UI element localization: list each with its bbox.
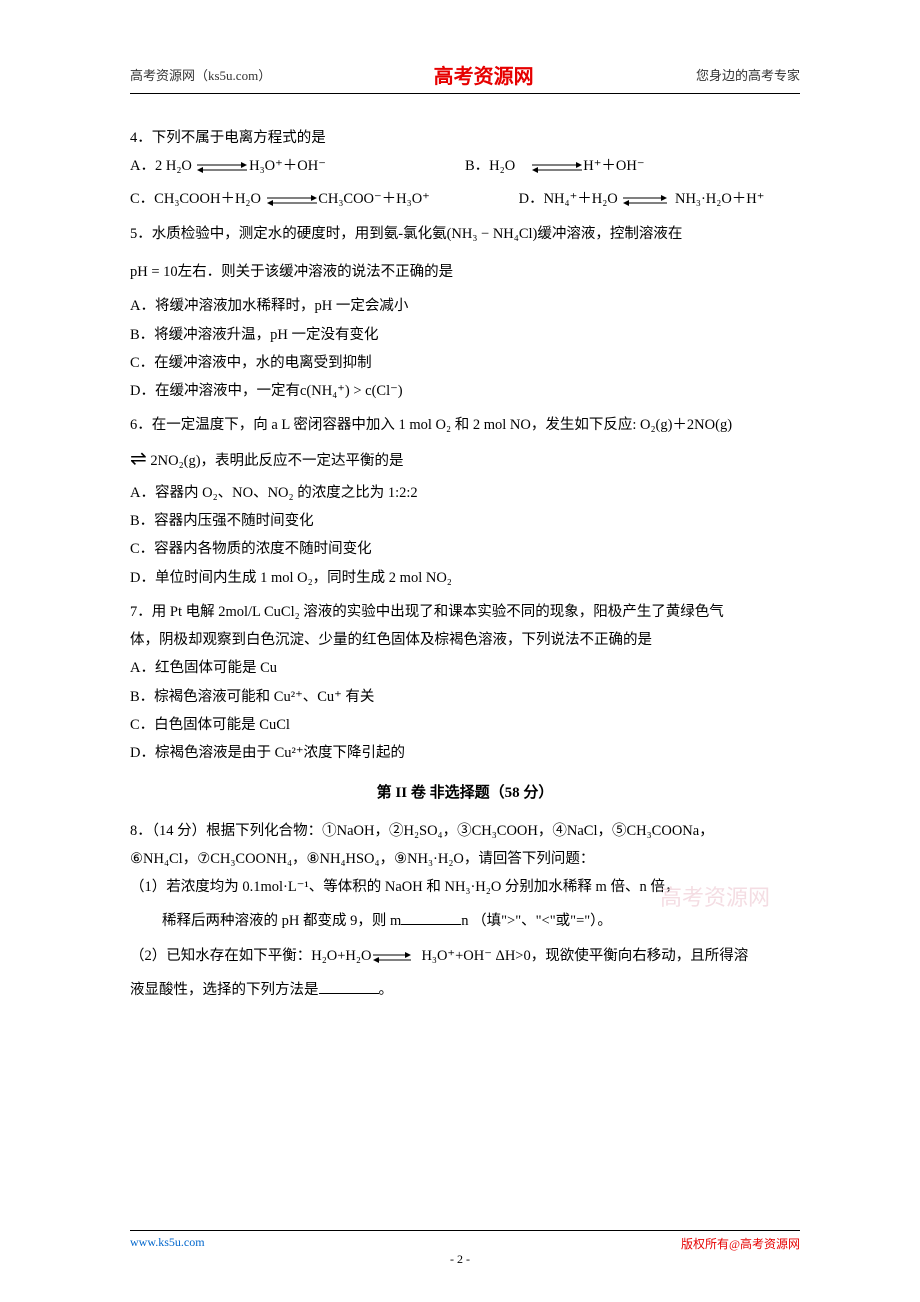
q4-stem: 4．下列不属于电离方程式的是 xyxy=(130,124,800,152)
q6-option-b: B．容器内压强不随时间变化 xyxy=(130,507,800,535)
blank-fill xyxy=(401,911,461,925)
footer-copyright: 版权所有@高考资源网 xyxy=(681,1235,800,1252)
q6-option-c: C．容器内各物质的浓度不随时间变化 xyxy=(130,535,800,563)
page-footer: www.ks5u.com 版权所有@高考资源网 xyxy=(130,1230,800,1252)
q4-option-c: C．CH₃COOH＋H₂O CH₃COO⁻＋H₃O⁺ xyxy=(130,185,519,214)
equilibrium-arrow-icon xyxy=(195,153,245,181)
question-6: 6．在一定温度下，向 a L 密闭容器中加入 1 mol O₂ 和 2 mol … xyxy=(130,411,800,591)
q4-option-d: D．NH₄⁺＋H₂O NH₃·H₂O＋H⁺ xyxy=(519,185,800,214)
q5-option-b: B．将缓冲溶液升温，pH 一定没有变化 xyxy=(130,321,800,349)
watermark: 高考资源网 xyxy=(660,880,770,912)
q5-stem-line2: pH = 10左右．则关于该缓冲溶液的说法不正确的是 xyxy=(130,258,800,286)
header-left: 高考资源网（ks5u.com） xyxy=(130,65,271,84)
q4-option-a: A．2 H₂O H₃O⁺＋OH⁻ xyxy=(130,152,465,181)
q6-stem-line1: 6．在一定温度下，向 a L 密闭容器中加入 1 mol O₂ 和 2 mol … xyxy=(130,411,800,439)
equilibrium-arrow-icon xyxy=(530,153,580,181)
q6-option-d: D．单位时间内生成 1 mol O₂，同时生成 2 mol NO₂ xyxy=(130,564,800,592)
q7-option-b: B．棕褐色溶液可能和 Cu²⁺、Cu⁺ 有关 xyxy=(130,683,800,711)
q6-stem-line2: ⇌ 2NO₂(g)，表明此反应不一定达平衡的是 xyxy=(130,440,800,479)
equilibrium-arrow-icon xyxy=(371,942,421,970)
section-2-title: 第 II 卷 非选择题（58 分） xyxy=(130,779,800,808)
content-body: 4．下列不属于电离方程式的是 A．2 H₂O H₃O⁺＋OH⁻ B．H₂O H⁺… xyxy=(130,124,800,1005)
header-center: 高考资源网 xyxy=(434,60,534,89)
question-4: 4．下列不属于电离方程式的是 A．2 H₂O H₃O⁺＋OH⁻ B．H₂O H⁺… xyxy=(130,124,800,214)
blank-fill xyxy=(319,980,379,994)
question-5: 5．水质检验中，测定水的硬度时，用到氨-氯化氨(NH₃ − NH₄Cl)缓冲溶液… xyxy=(130,220,800,406)
q4-option-b: B．H₂O H⁺＋OH⁻ xyxy=(465,152,800,181)
q7-option-a: A．红色固体可能是 Cu xyxy=(130,654,800,682)
q7-option-c: C．白色固体可能是 CuCl xyxy=(130,711,800,739)
question-7: 7．用 Pt 电解 2mol/L CuCl₂ 溶液的实验中出现了和课本实验不同的… xyxy=(130,598,800,768)
q5-option-a: A．将缓冲溶液加水稀释时，pH 一定会减小 xyxy=(130,292,800,320)
header-right: 您身边的高考专家 xyxy=(696,65,800,84)
q5-option-c: C．在缓冲溶液中，水的电离受到抑制 xyxy=(130,349,800,377)
page-header: 高考资源网（ks5u.com） 高考资源网 您身边的高考专家 xyxy=(130,60,800,94)
q5-stem-line1: 5．水质检验中，测定水的硬度时，用到氨-氯化氨(NH₃ − NH₄Cl)缓冲溶液… xyxy=(130,220,800,248)
q8-part2-line2: 液显酸性，选择的下列方法是。 xyxy=(130,976,800,1004)
q7-stem-line1: 7．用 Pt 电解 2mol/L CuCl₂ 溶液的实验中出现了和课本实验不同的… xyxy=(130,598,800,626)
q6-option-a: A．容器内 O₂、NO、NO₂ 的浓度之比为 1:2:2 xyxy=(130,479,800,507)
page-number: - 2 - xyxy=(450,1252,470,1267)
q8-stem-line2: ⑥NH₄Cl，⑦CH₃COONH₄，⑧NH₄HSO₄，⑨NH₃·H₂O，请回答下… xyxy=(130,845,800,873)
q7-stem-line2: 体，阴极却观察到白色沉淀、少量的红色固体及棕褐色溶液，下列说法不正确的是 xyxy=(130,626,800,654)
equilibrium-arrow-icon xyxy=(265,186,315,214)
q7-option-d: D．棕褐色溶液是由于 Cu²⁺浓度下降引起的 xyxy=(130,739,800,767)
q8-part2-line1: （2）已知水存在如下平衡：H₂O+H₂OH₃O⁺+OH⁻ ΔH>0，现欲使平衡向… xyxy=(130,942,800,971)
equilibrium-arrow-icon xyxy=(621,186,671,214)
q5-option-d: D．在缓冲溶液中，一定有c(NH₄⁺) > c(Cl⁻) xyxy=(130,377,800,405)
footer-url: www.ks5u.com xyxy=(130,1235,205,1252)
q8-stem-line1: 8．（14 分）根据下列化合物：①NaOH，②H₂SO₄，③CH₃COOH，④N… xyxy=(130,817,800,845)
